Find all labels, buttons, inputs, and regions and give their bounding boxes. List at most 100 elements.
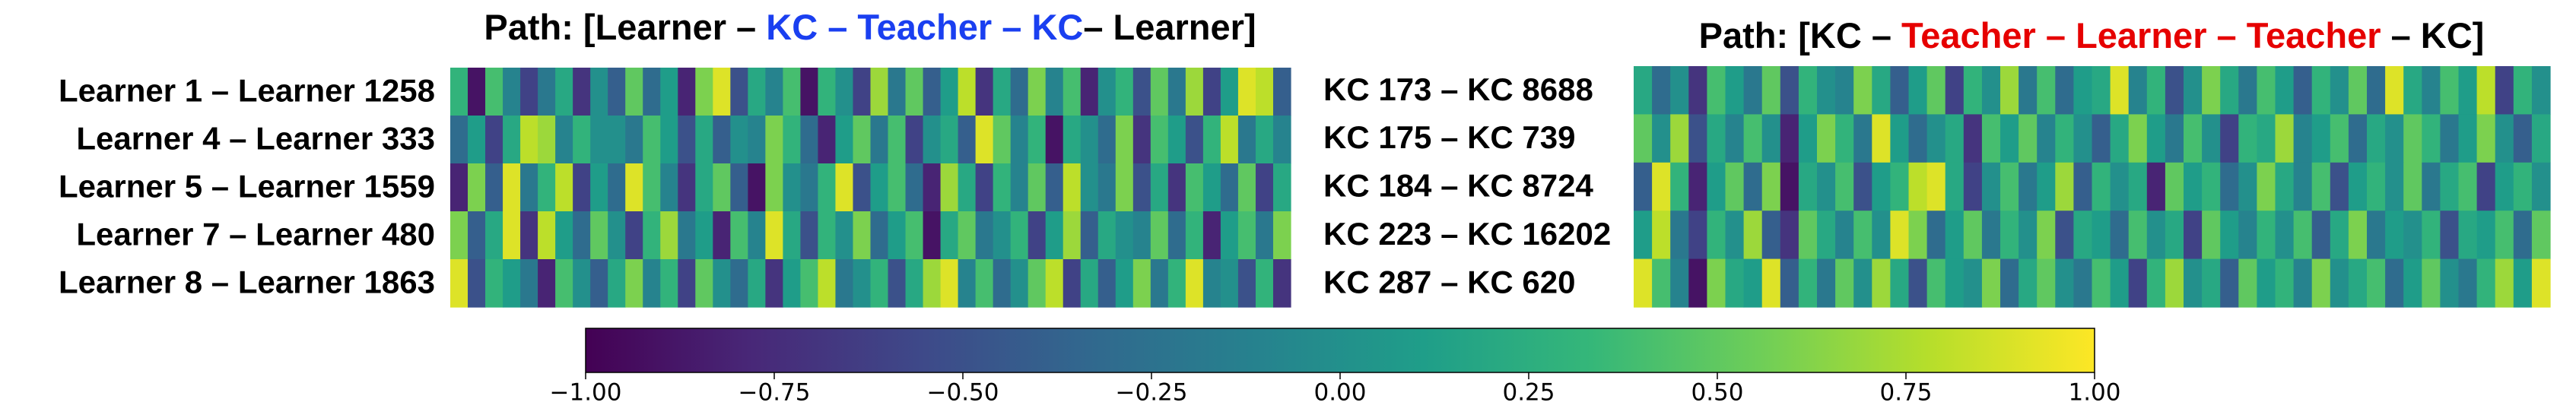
heatmap-cell xyxy=(2092,258,2111,308)
heatmap-cell xyxy=(1761,162,1781,211)
heatmap-cell xyxy=(2440,114,2460,163)
heatmap-cell xyxy=(1062,259,1082,308)
heatmap-cell xyxy=(1817,258,1836,308)
heatmap-cell xyxy=(993,259,1012,308)
heatmap-cell xyxy=(2385,258,2404,308)
colorbar-tick-label: 0.00 xyxy=(1313,379,1366,407)
heatmap-cell xyxy=(1890,66,1910,115)
heatmap-cell xyxy=(905,211,924,260)
heatmap-cell xyxy=(2476,258,2496,308)
heatmap-cell xyxy=(940,116,959,164)
heatmap-cell xyxy=(800,68,819,116)
heatmap-cell xyxy=(2238,66,2257,115)
heatmap-cell xyxy=(1981,114,2001,163)
heatmap-cell xyxy=(695,163,713,212)
heatmap-cell xyxy=(1707,66,1726,115)
heatmap-cell xyxy=(1080,163,1099,212)
heatmap-cell xyxy=(853,68,872,116)
heatmap-cell xyxy=(2531,258,2551,308)
heatmap-cell xyxy=(2184,66,2203,115)
chart-title: Path: [KC – Teacher – Learner – Teacher … xyxy=(1699,15,2485,55)
heatmap-cell xyxy=(730,163,748,212)
heatmap-cell xyxy=(2257,114,2276,163)
heatmap-cell xyxy=(1926,114,1946,163)
heatmap-cell xyxy=(888,211,907,260)
heatmap-cell xyxy=(765,68,783,116)
heatmap-cell xyxy=(555,68,573,116)
heatmap-cell xyxy=(1908,162,1928,211)
heatmap-cell xyxy=(538,116,556,164)
heatmap-cell xyxy=(1707,114,1726,163)
heatmap-cell xyxy=(520,259,538,308)
heatmap-cell xyxy=(573,163,591,212)
heatmap-cell xyxy=(2238,162,2257,211)
heatmap-cell xyxy=(1080,259,1099,308)
heatmap-cell xyxy=(2000,66,2019,115)
heatmap-cell xyxy=(1237,259,1256,308)
heatmap-cell xyxy=(2403,66,2422,115)
heatmap-cell xyxy=(1872,66,1891,115)
heatmap-cell xyxy=(1853,211,1872,260)
heatmap-cell xyxy=(2330,211,2349,260)
heatmap-cell xyxy=(748,259,766,308)
heatmap-cell xyxy=(2440,162,2460,211)
heatmap-cell xyxy=(975,163,994,212)
heatmap-cell xyxy=(2202,162,2221,211)
heatmap-cell xyxy=(853,259,872,308)
heatmap-cell xyxy=(1132,68,1151,116)
heatmap-cell xyxy=(748,163,766,212)
heatmap-cell xyxy=(923,68,942,116)
heatmap-cell xyxy=(2184,258,2203,308)
heatmap-cell xyxy=(993,116,1012,164)
heatmap-cell xyxy=(1743,66,1763,115)
heatmap-cell xyxy=(2275,258,2295,308)
heatmap-cell xyxy=(1963,211,1983,260)
heatmap-cell xyxy=(905,68,924,116)
heatmap-cell xyxy=(1097,259,1116,308)
heatmap-cell xyxy=(1761,211,1781,260)
heatmap-cell xyxy=(2128,211,2148,260)
heatmap-cell xyxy=(923,259,942,308)
row-label: Learner 1 – Learner 1258 xyxy=(59,73,435,109)
heatmap-cell xyxy=(1150,68,1169,116)
heatmap-cell xyxy=(555,259,573,308)
heatmap-cell xyxy=(2184,114,2203,163)
heatmap-cell xyxy=(538,163,556,212)
heatmap-cell xyxy=(1185,163,1204,212)
heatmap-cell xyxy=(2019,66,2038,115)
heatmap-cell xyxy=(2220,211,2239,260)
title-part: Teacher – Learner – Teacher xyxy=(1901,15,2381,55)
heatmap-cell xyxy=(520,116,538,164)
heatmap-cell xyxy=(2220,162,2239,211)
heatmap-cell xyxy=(2128,114,2148,163)
heatmap-cell xyxy=(1272,259,1291,308)
heatmap-cell xyxy=(1707,162,1726,211)
heatmap-cell xyxy=(870,259,889,308)
heatmap-cell xyxy=(1780,211,1799,260)
heatmap-cell xyxy=(1220,116,1239,164)
heatmap-cell xyxy=(2367,258,2386,308)
heatmap-cell xyxy=(643,116,661,164)
heatmap-cell xyxy=(1963,162,1983,211)
heatmap-cell xyxy=(1688,114,1707,163)
heatmap-cell xyxy=(1761,114,1781,163)
heatmap-cell xyxy=(1255,163,1274,212)
heatmap-cell xyxy=(608,259,626,308)
heatmap-cell xyxy=(940,68,959,116)
heatmap-cell xyxy=(1202,116,1221,164)
heatmap-cell xyxy=(1670,258,1689,308)
heatmap-cell xyxy=(2257,211,2276,260)
colorbar-tick-label: −0.50 xyxy=(927,379,999,407)
heatmap-cell xyxy=(1634,66,1653,115)
heatmap-cell xyxy=(1045,211,1064,260)
heatmap-cell xyxy=(2037,211,2056,260)
heatmap-cell xyxy=(1872,258,1891,308)
heatmap-cell xyxy=(870,68,889,116)
heatmap-cell xyxy=(923,163,942,212)
heatmap-cell xyxy=(1926,66,1946,115)
heatmap-cell xyxy=(1115,68,1134,116)
heatmap-cell xyxy=(2202,114,2221,163)
heatmap-cell xyxy=(1237,116,1256,164)
heatmap-cell xyxy=(940,259,959,308)
heatmap-cell xyxy=(1963,114,1983,163)
